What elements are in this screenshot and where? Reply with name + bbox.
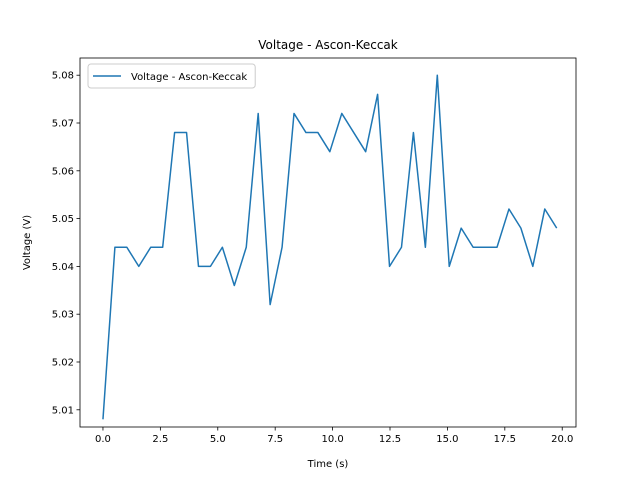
y-tick-label: 5.05 xyxy=(52,214,74,225)
y-tick-label: 5.01 xyxy=(52,405,74,416)
x-tick-label: 15.0 xyxy=(436,434,458,445)
plot-area xyxy=(80,58,576,427)
x-axis-label: Time (s) xyxy=(307,459,349,470)
x-tick-label: 10.0 xyxy=(321,434,343,445)
y-tick-label: 5.02 xyxy=(52,357,74,368)
series-layer xyxy=(102,74,558,420)
x-axis-ticks: 0.0 2.5 5.0 7.5 10.0 12.5 15.0 17.5 20.0 xyxy=(95,427,573,445)
y-tick-label: 5.07 xyxy=(52,119,74,130)
legend-label: Voltage - Ascon-Keccak xyxy=(131,72,247,83)
chart-title: Voltage - Ascon-Keccak xyxy=(258,38,398,52)
y-tick-label: 5.04 xyxy=(52,262,74,273)
y-axis-label: Voltage (V) xyxy=(22,215,33,270)
y-tick-label: 5.06 xyxy=(52,166,74,177)
legend-box xyxy=(87,63,256,89)
x-tick-label: 2.5 xyxy=(152,434,168,445)
x-tick-label: 5.0 xyxy=(210,434,226,445)
x-tick-label: 17.5 xyxy=(494,434,516,445)
y-tick-label: 5.08 xyxy=(52,71,74,82)
y-axis-ticks: 5.01 5.02 5.03 5.04 5.05 5.06 5.07 5.08 xyxy=(52,71,80,416)
x-tick-label: 7.5 xyxy=(267,434,283,445)
series-line xyxy=(102,74,558,420)
x-tick-label: 20.0 xyxy=(551,434,573,445)
x-tick-label: 12.5 xyxy=(379,434,401,445)
legend: Voltage - Ascon-Keccak xyxy=(87,63,256,89)
plot-frame xyxy=(79,57,577,428)
y-tick-label: 5.03 xyxy=(52,310,74,321)
x-tick-label: 0.0 xyxy=(95,434,111,445)
